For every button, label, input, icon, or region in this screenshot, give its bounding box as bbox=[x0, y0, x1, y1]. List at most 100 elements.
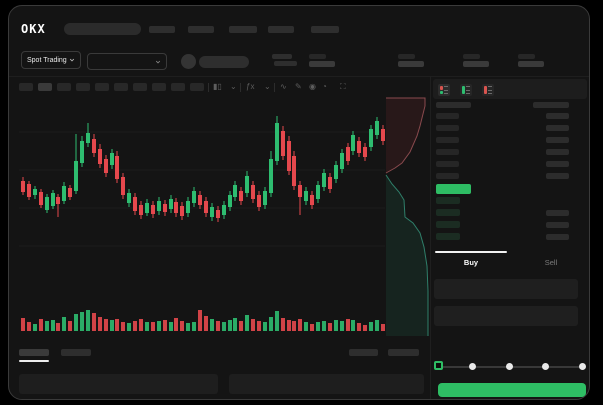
amount-input[interactable] bbox=[434, 306, 578, 326]
ask-row-price-bar[interactable] bbox=[436, 173, 459, 179]
orderbook-view-combined-icon[interactable] bbox=[438, 84, 450, 96]
chevron-down-icon[interactable]: ⌄ bbox=[264, 82, 271, 91]
slider-step-dot[interactable] bbox=[469, 363, 476, 370]
bid-row-price-bar[interactable] bbox=[436, 221, 460, 228]
candle-body bbox=[251, 185, 255, 199]
camera-icon[interactable]: ◉ bbox=[309, 82, 316, 91]
ask-row-price-bar[interactable] bbox=[436, 149, 459, 155]
volume-bar bbox=[328, 323, 332, 331]
orderbook-header-price[interactable] bbox=[436, 102, 471, 108]
nav-item-placeholder[interactable] bbox=[311, 26, 339, 33]
bid-row-price-bar[interactable] bbox=[436, 233, 460, 240]
bottom-action-placeholder[interactable] bbox=[349, 349, 378, 356]
header-divider bbox=[9, 76, 589, 77]
stat-label-placeholder bbox=[463, 54, 480, 59]
volume-bar bbox=[298, 319, 302, 331]
orderbook-view-asks-icon[interactable] bbox=[482, 84, 494, 96]
tab-buy[interactable]: Buy bbox=[431, 250, 511, 274]
slider-step-dot[interactable] bbox=[579, 363, 586, 370]
timeframe-button-placeholder[interactable] bbox=[152, 83, 166, 91]
ask-row-amount-bar[interactable] bbox=[546, 173, 569, 179]
volume-bar bbox=[33, 324, 37, 331]
candle-body bbox=[80, 141, 84, 163]
candle-body bbox=[68, 188, 72, 197]
ask-row-amount-bar[interactable] bbox=[546, 149, 569, 155]
candle-body bbox=[51, 193, 55, 206]
fullscreen-icon[interactable]: ⛶ bbox=[340, 82, 346, 91]
ask-row-price-bar[interactable] bbox=[436, 125, 459, 131]
orderbook-header-amount[interactable] bbox=[533, 102, 569, 108]
slider-step-dot[interactable] bbox=[542, 363, 549, 370]
bid-row-amount-bar[interactable] bbox=[546, 234, 569, 240]
bid-row-amount-bar[interactable] bbox=[546, 210, 569, 216]
nav-item-placeholder[interactable] bbox=[149, 26, 175, 33]
timeframe-button-placeholder[interactable] bbox=[133, 83, 147, 91]
account-button-placeholder[interactable] bbox=[199, 56, 249, 68]
ask-row-amount-bar[interactable] bbox=[546, 113, 569, 119]
pair-selector-dropdown[interactable] bbox=[87, 53, 167, 70]
volume-bar bbox=[163, 320, 167, 331]
candle-body bbox=[310, 195, 314, 205]
tab-sell[interactable]: Sell bbox=[511, 250, 589, 274]
nav-item-placeholder[interactable] bbox=[268, 26, 294, 33]
orderbook-view-bids-icon[interactable] bbox=[460, 84, 472, 96]
ask-row-amount-bar[interactable] bbox=[546, 161, 569, 167]
timeframe-button-placeholder[interactable] bbox=[190, 83, 204, 91]
indicator-icon[interactable]: ƒx bbox=[246, 82, 255, 91]
volume-bar bbox=[198, 310, 202, 331]
slider-handle[interactable] bbox=[434, 361, 443, 370]
timeframe-button-placeholder[interactable] bbox=[76, 83, 90, 91]
candle-body bbox=[381, 129, 385, 141]
last-price-badge[interactable] bbox=[436, 184, 471, 194]
volume-bar bbox=[381, 324, 385, 331]
candle-type-icon[interactable]: ▮▯ bbox=[213, 82, 222, 91]
history-clock-icon[interactable]: ◔ bbox=[322, 82, 327, 91]
timeframe-button-placeholder[interactable] bbox=[38, 83, 52, 91]
ask-row-amount-bar[interactable] bbox=[546, 137, 569, 143]
volume-bar bbox=[369, 322, 373, 331]
timeframe-button-placeholder[interactable] bbox=[114, 83, 128, 91]
draw-icon[interactable]: ✎ bbox=[295, 82, 302, 91]
bottom-action-placeholder[interactable] bbox=[388, 349, 419, 356]
stat-label-placeholder bbox=[398, 54, 415, 59]
nav-item-placeholder[interactable] bbox=[229, 26, 257, 33]
timeframe-button-placeholder[interactable] bbox=[95, 83, 109, 91]
search-input[interactable] bbox=[64, 23, 141, 35]
bottom-tab-placeholder[interactable] bbox=[61, 349, 91, 356]
bid-row-amount-bar[interactable] bbox=[546, 222, 569, 228]
candle-body bbox=[357, 141, 361, 153]
price-input[interactable] bbox=[434, 279, 578, 299]
candle-body bbox=[145, 203, 149, 213]
ask-row-price-bar[interactable] bbox=[436, 161, 459, 167]
bottom-tab-active-placeholder[interactable] bbox=[19, 349, 49, 356]
nav-item-placeholder[interactable] bbox=[188, 26, 214, 33]
ask-row-price-bar[interactable] bbox=[436, 137, 459, 143]
ask-row-price-bar[interactable] bbox=[436, 113, 459, 119]
line-chart-icon[interactable]: ∿ bbox=[280, 82, 287, 91]
volume-bar bbox=[127, 323, 131, 331]
candle-body bbox=[139, 205, 143, 215]
volume-bar bbox=[334, 320, 338, 331]
volume-bar bbox=[68, 321, 72, 331]
buy-submit-button[interactable] bbox=[438, 383, 586, 397]
timeframe-button-placeholder[interactable] bbox=[19, 83, 33, 91]
avatar[interactable] bbox=[181, 54, 196, 69]
bid-row-price-bar[interactable] bbox=[436, 197, 460, 204]
slider-step-dot[interactable] bbox=[506, 363, 513, 370]
header-mini-placeholder bbox=[274, 61, 297, 66]
toolbar-divider bbox=[240, 83, 241, 92]
chevron-down-icon[interactable]: ⌄ bbox=[230, 82, 237, 91]
ask-row-amount-bar[interactable] bbox=[546, 125, 569, 131]
timeframe-button-placeholder[interactable] bbox=[171, 83, 185, 91]
candle-body bbox=[263, 191, 267, 205]
candle-body bbox=[33, 189, 37, 195]
volume-bar bbox=[340, 321, 344, 331]
candle-body bbox=[233, 185, 237, 197]
timeframe-button-placeholder[interactable] bbox=[57, 83, 71, 91]
volume-bar bbox=[145, 322, 149, 331]
volume-bar bbox=[39, 319, 43, 331]
market-type-dropdown[interactable]: Spot Trading bbox=[21, 51, 81, 69]
header-mini-placeholder bbox=[272, 54, 292, 59]
candle-body bbox=[39, 192, 43, 205]
bid-row-price-bar[interactable] bbox=[436, 209, 460, 216]
